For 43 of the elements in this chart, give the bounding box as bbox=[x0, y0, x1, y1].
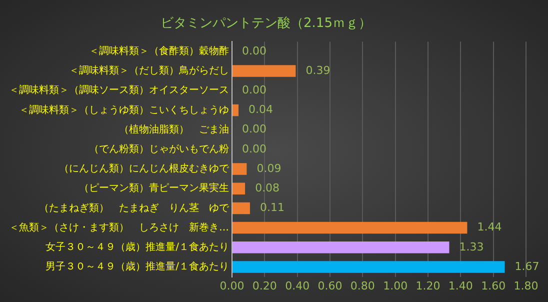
x-tick-label: 1.80 bbox=[514, 279, 538, 292]
y-tick-label: （ピーマン類）青ピーマン果実生 bbox=[79, 182, 229, 194]
bar bbox=[232, 65, 296, 77]
x-tick-label: 0.60 bbox=[318, 279, 342, 292]
y-tick-label: （でん粉類）じゃがいもでん粉 bbox=[89, 142, 229, 155]
data-label: 1.44 bbox=[477, 220, 502, 234]
bar bbox=[232, 222, 468, 234]
data-label: 1.33 bbox=[459, 240, 484, 254]
x-tick-label: 0.40 bbox=[285, 279, 310, 292]
chart-title: ビタミンパントテン酸（2.15ｍｇ） bbox=[160, 16, 372, 32]
bar bbox=[232, 261, 505, 273]
x-tick-label: 0.20 bbox=[252, 279, 277, 292]
data-label: 1.67 bbox=[514, 260, 540, 273]
y-tick-label: （たまねぎ類） たまねぎ りん茎 ゆで bbox=[39, 202, 230, 214]
bar bbox=[232, 182, 246, 194]
y-tick-label: （にんじん類）にんじん根皮むきゆで bbox=[59, 162, 230, 175]
y-tick-label: 男子３０～４９（歳）推進量/１食あたり bbox=[46, 260, 229, 273]
data-label: 0.00 bbox=[242, 83, 266, 96]
x-tick-label: 1.40 bbox=[448, 279, 473, 292]
data-label: 0.11 bbox=[260, 201, 284, 214]
y-tick-label: ＜魚類＞（さけ・ます類） しろさけ 新巻き… bbox=[9, 221, 229, 234]
data-label: 0.09 bbox=[256, 162, 282, 175]
x-tick-label: 1.20 bbox=[416, 279, 440, 292]
bar bbox=[232, 202, 250, 214]
data-label: 0.39 bbox=[306, 64, 330, 77]
y-tick-label: ＜調味料類＞（調味ソース類）オイスターソース bbox=[9, 84, 229, 96]
y-tick-label: ＜調味料類＞（食酢類）穀物酢 bbox=[89, 44, 229, 57]
x-tick-label: 1.00 bbox=[383, 279, 408, 292]
bar bbox=[232, 242, 450, 254]
y-tick-label: 女子３０～４９（歳）推進量/１食あたり bbox=[46, 240, 229, 253]
data-label: 0.00 bbox=[242, 142, 266, 156]
x-tick-label: 0.00 bbox=[220, 279, 244, 292]
data-label: 0.00 bbox=[242, 122, 266, 136]
x-tick-label: 0.80 bbox=[350, 279, 375, 292]
y-tick-label: ＜調味料類＞（だし類）鳥がらだし bbox=[69, 64, 229, 77]
y-tick-label: （植物油脂類） ごま油 bbox=[119, 123, 229, 136]
y-tick-label: ＜調味料類＞（しょうゆ類）こいくちしょうゆ bbox=[19, 104, 229, 116]
bar bbox=[232, 163, 247, 175]
data-label: 0.04 bbox=[248, 103, 274, 116]
bar bbox=[232, 104, 239, 116]
x-tick-label: 1.60 bbox=[481, 279, 506, 292]
data-label: 0.00 bbox=[242, 44, 266, 58]
data-label: 0.08 bbox=[255, 181, 280, 194]
